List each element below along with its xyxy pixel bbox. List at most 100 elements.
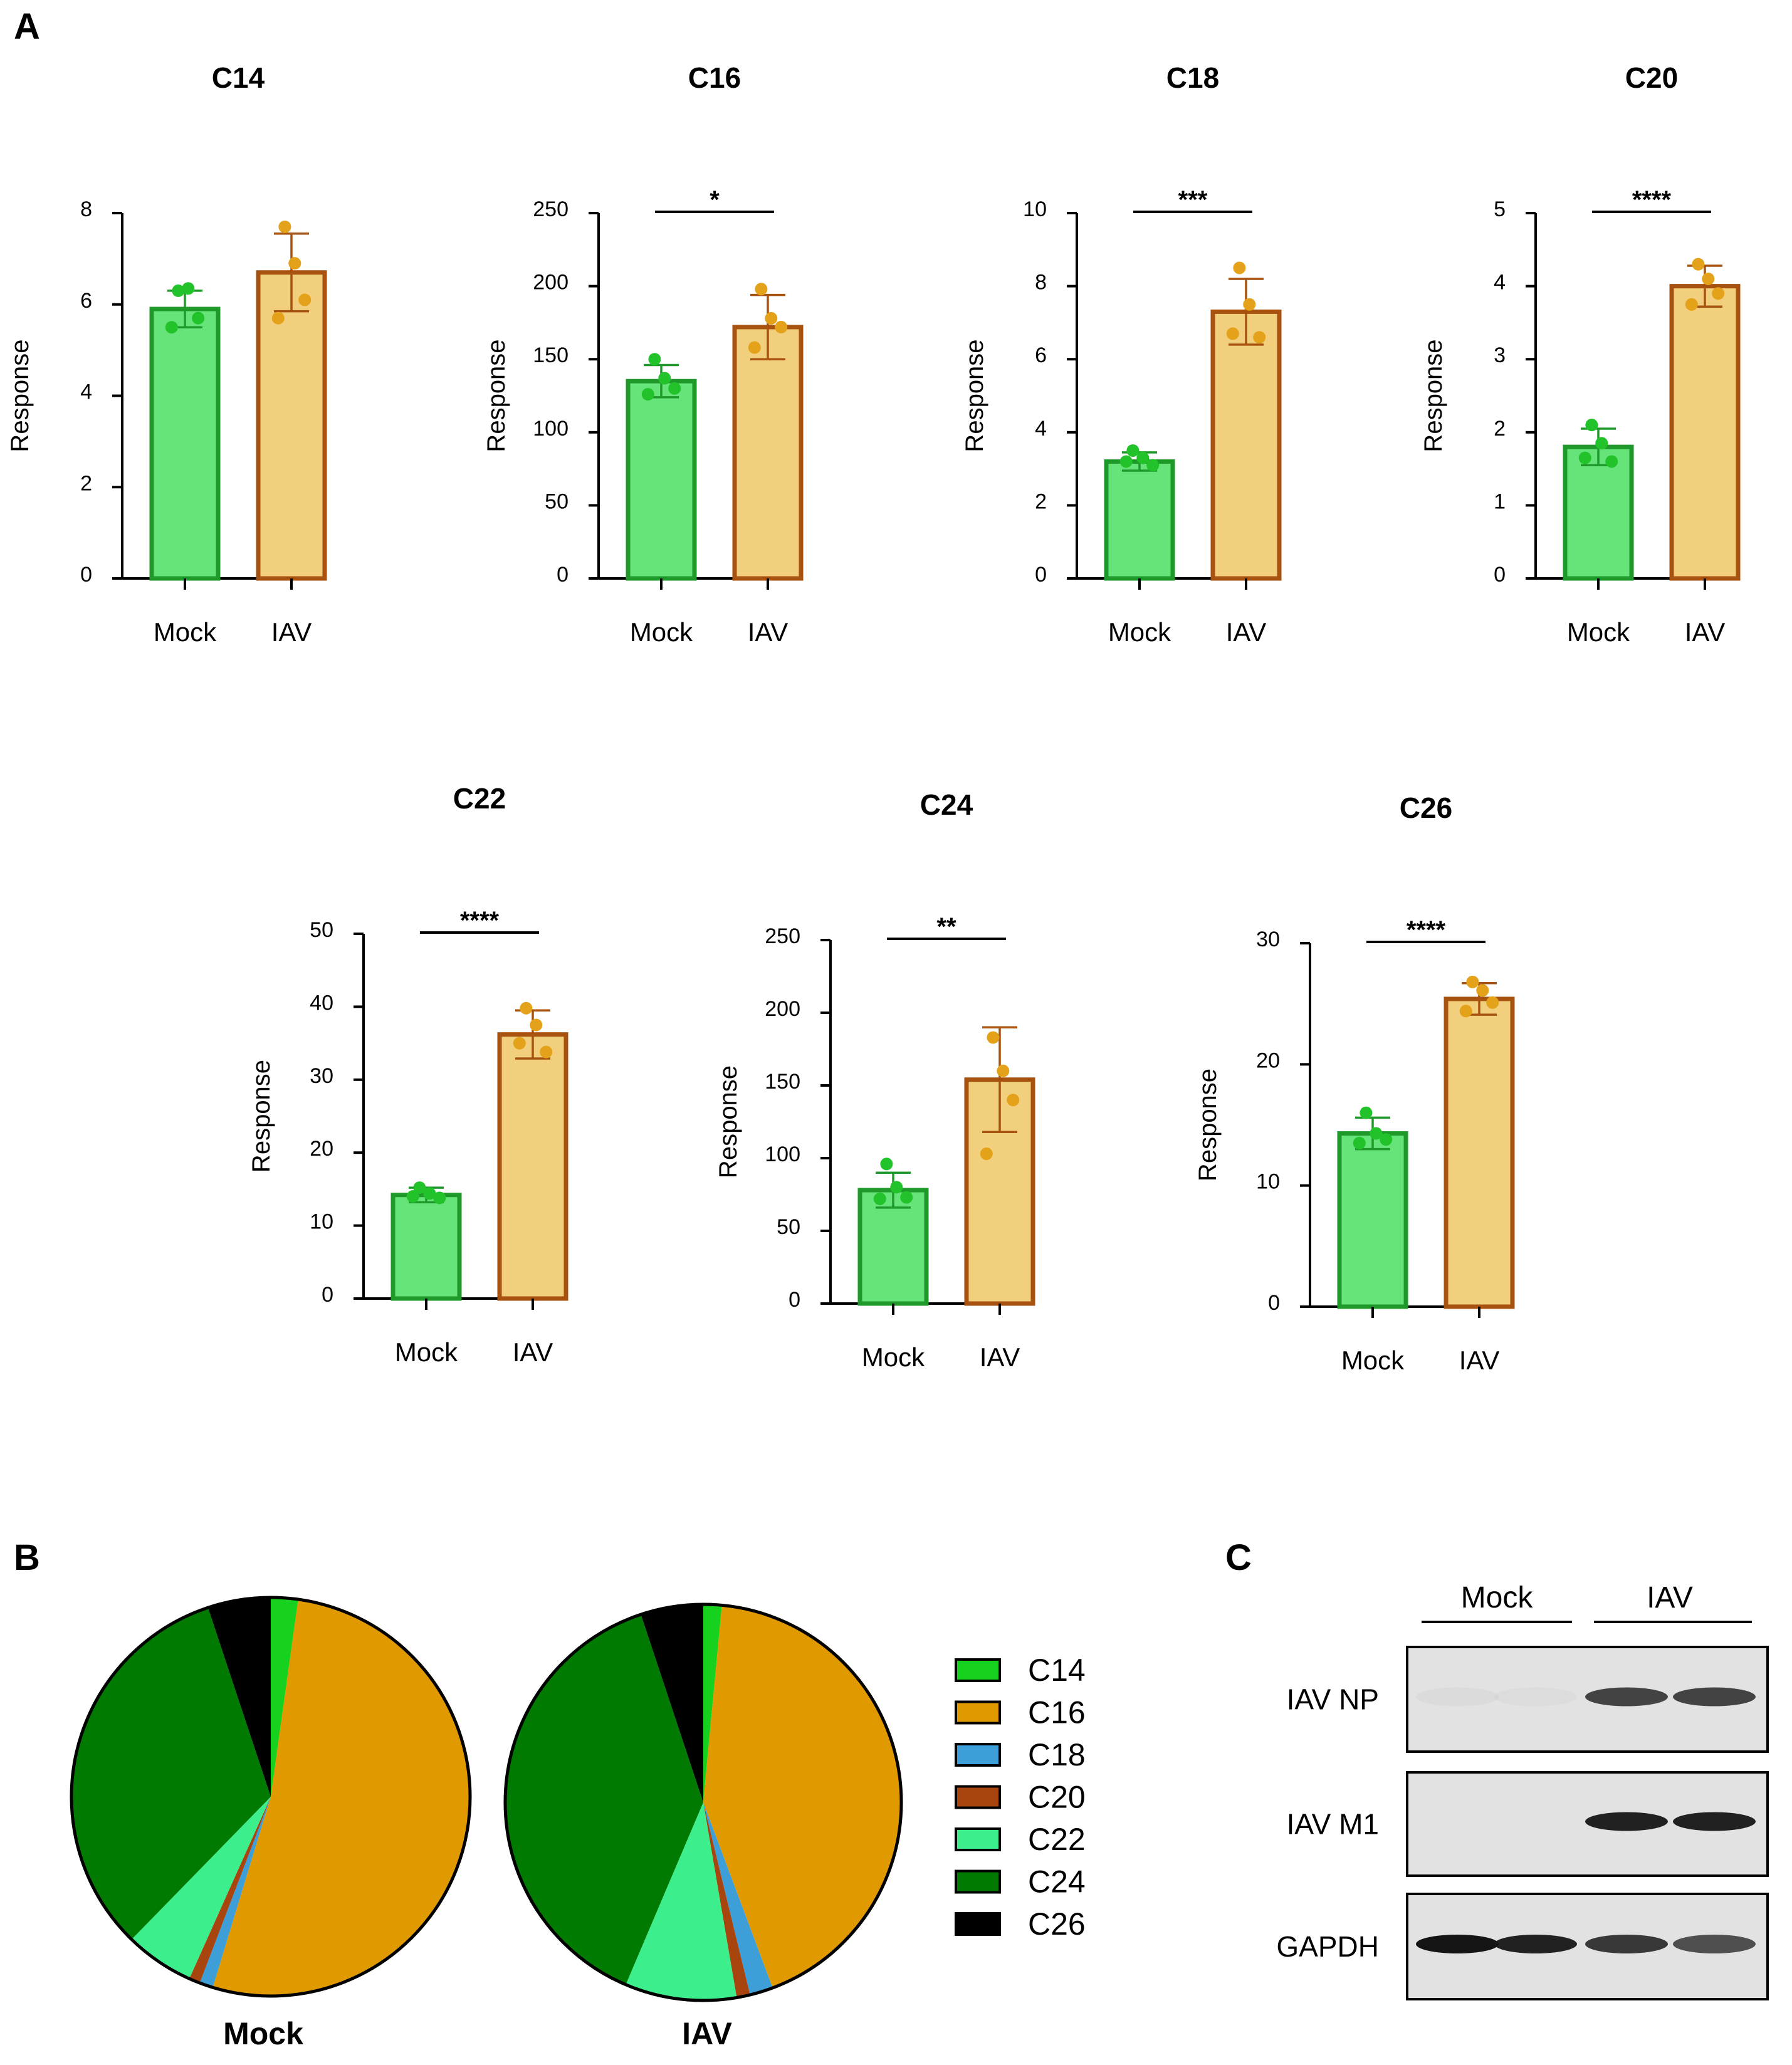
chart-title: C18 <box>1166 61 1219 94</box>
y-tick-label: 200 <box>533 271 569 295</box>
panel-label-c: C <box>1225 1537 1252 1578</box>
data-point <box>1226 327 1239 340</box>
blot-band <box>1585 1687 1668 1707</box>
legend-swatch-c14 <box>955 1658 1001 1682</box>
data-point <box>1380 1133 1393 1146</box>
data-point <box>288 257 301 270</box>
data-point <box>1243 298 1256 311</box>
x-tick-label: IAV <box>1459 1346 1500 1375</box>
y-tick-label: 10 <box>310 1210 333 1234</box>
data-point <box>900 1191 913 1204</box>
x-tick-label: Mock <box>1567 617 1630 647</box>
y-tick-label: 2 <box>1494 417 1506 441</box>
bar-iav <box>256 270 327 581</box>
pie-slice-c22 <box>131 1797 271 1979</box>
data-point <box>765 311 778 325</box>
data-point <box>423 1187 436 1200</box>
significance-label: **** <box>1632 186 1672 214</box>
data-point <box>668 382 681 395</box>
x-tick-label: IAV <box>748 617 789 647</box>
blot-group-label-mock: Mock <box>1461 1581 1534 1614</box>
data-point <box>1360 1106 1373 1119</box>
y-tick-label: 6 <box>1035 343 1047 367</box>
data-point <box>775 320 788 333</box>
y-axis-label: Response <box>483 339 510 452</box>
y-tick-label: 100 <box>765 1142 800 1166</box>
pie-label: Mock <box>223 2016 303 2051</box>
y-tick-label: 10 <box>1023 197 1047 221</box>
significance-label: ** <box>936 913 956 941</box>
pie-slice-c16 <box>703 1605 902 1988</box>
legend-swatch-c18 <box>955 1743 1001 1767</box>
data-point <box>1692 258 1705 271</box>
x-tick-label: IAV <box>980 1342 1020 1372</box>
data-point <box>540 1045 553 1059</box>
y-tick-label: 250 <box>765 924 800 948</box>
data-point <box>1585 419 1598 432</box>
data-point <box>1466 975 1479 988</box>
y-tick-label: 40 <box>310 991 333 1015</box>
bar-mock <box>390 1193 462 1301</box>
significance-label: *** <box>1178 186 1208 214</box>
bar-chart-c14: C14 0 2 4 6 8 Response Mock IAV <box>6 61 327 647</box>
data-point <box>1370 1127 1383 1140</box>
x-tick-label: IAV <box>271 617 312 647</box>
x-tick-label: Mock <box>1341 1346 1405 1375</box>
x-tick-label: Mock <box>862 1342 925 1372</box>
bar-mock <box>1104 459 1175 581</box>
data-point <box>520 1001 533 1015</box>
blot-row-label: IAV M1 <box>1287 1808 1379 1841</box>
bar-iav <box>1669 284 1741 581</box>
bar-chart-c22: C22 0 10 20 30 40 50 Response Mock IAV **** <box>248 782 569 1367</box>
x-tick-label: IAV <box>513 1337 553 1367</box>
data-point <box>530 1018 543 1032</box>
y-tick-label: 20 <box>310 1137 333 1161</box>
data-point <box>755 283 768 296</box>
y-tick-label: 250 <box>533 197 569 221</box>
data-point <box>406 1190 419 1203</box>
legend-label-c22: C22 <box>1028 1822 1086 1857</box>
bar-chart-c18: C18 0 2 4 6 8 10 Response Mock IAV *** <box>961 61 1282 647</box>
data-point <box>1605 455 1618 468</box>
data-point <box>1712 287 1725 300</box>
y-tick-label: 3 <box>1494 343 1506 367</box>
data-point <box>1119 455 1133 468</box>
y-tick-label: 0 <box>1035 563 1047 587</box>
blot-band <box>1494 1688 1577 1707</box>
y-tick-label: 0 <box>789 1288 800 1312</box>
data-point <box>1136 451 1150 464</box>
y-tick-label: 0 <box>1494 563 1506 587</box>
pie-label: IAV <box>682 2016 732 2051</box>
blot-band <box>1416 1935 1499 1953</box>
y-tick-label: 6 <box>80 289 92 313</box>
pie-outline <box>503 1602 903 2002</box>
y-tick-label: 8 <box>80 197 92 221</box>
blot-band <box>1673 1935 1756 1953</box>
y-axis-label: Response <box>961 339 988 452</box>
y-tick-label: 1 <box>1494 489 1506 513</box>
x-tick-label: Mock <box>154 617 217 647</box>
data-point <box>1233 261 1246 274</box>
bar-mock <box>857 1188 929 1306</box>
data-point <box>513 1037 526 1050</box>
data-point <box>298 293 312 306</box>
pie-charts-panel-b: Mock IAV <box>70 1596 903 2051</box>
blot-row-gapdh: GAPDH <box>1276 1893 1769 2000</box>
y-tick-label: 150 <box>533 343 569 367</box>
data-point <box>413 1181 426 1195</box>
y-axis-label: Response <box>715 1065 742 1178</box>
legend-swatch-c22 <box>955 1827 1001 1851</box>
western-blot-panel-c: Mock IAV IAV NP IAV M1 GAPDH <box>1276 1581 1769 2000</box>
blot-band <box>1673 1812 1756 1831</box>
legend-swatch-c24 <box>955 1869 1001 1894</box>
chart-title: C20 <box>1625 61 1678 94</box>
y-tick-label: 5 <box>1494 197 1506 221</box>
pie-slice-c14 <box>703 1604 722 1802</box>
y-tick-label: 0 <box>1268 1291 1280 1315</box>
legend-label-c16: C16 <box>1028 1695 1086 1730</box>
y-tick-label: 30 <box>1256 928 1280 951</box>
bar-mock <box>1337 1131 1408 1309</box>
bar-chart-c24: C24 0 50 100 150 200 250 Response Mock IAV ** <box>715 788 1035 1372</box>
data-point <box>890 1181 903 1194</box>
